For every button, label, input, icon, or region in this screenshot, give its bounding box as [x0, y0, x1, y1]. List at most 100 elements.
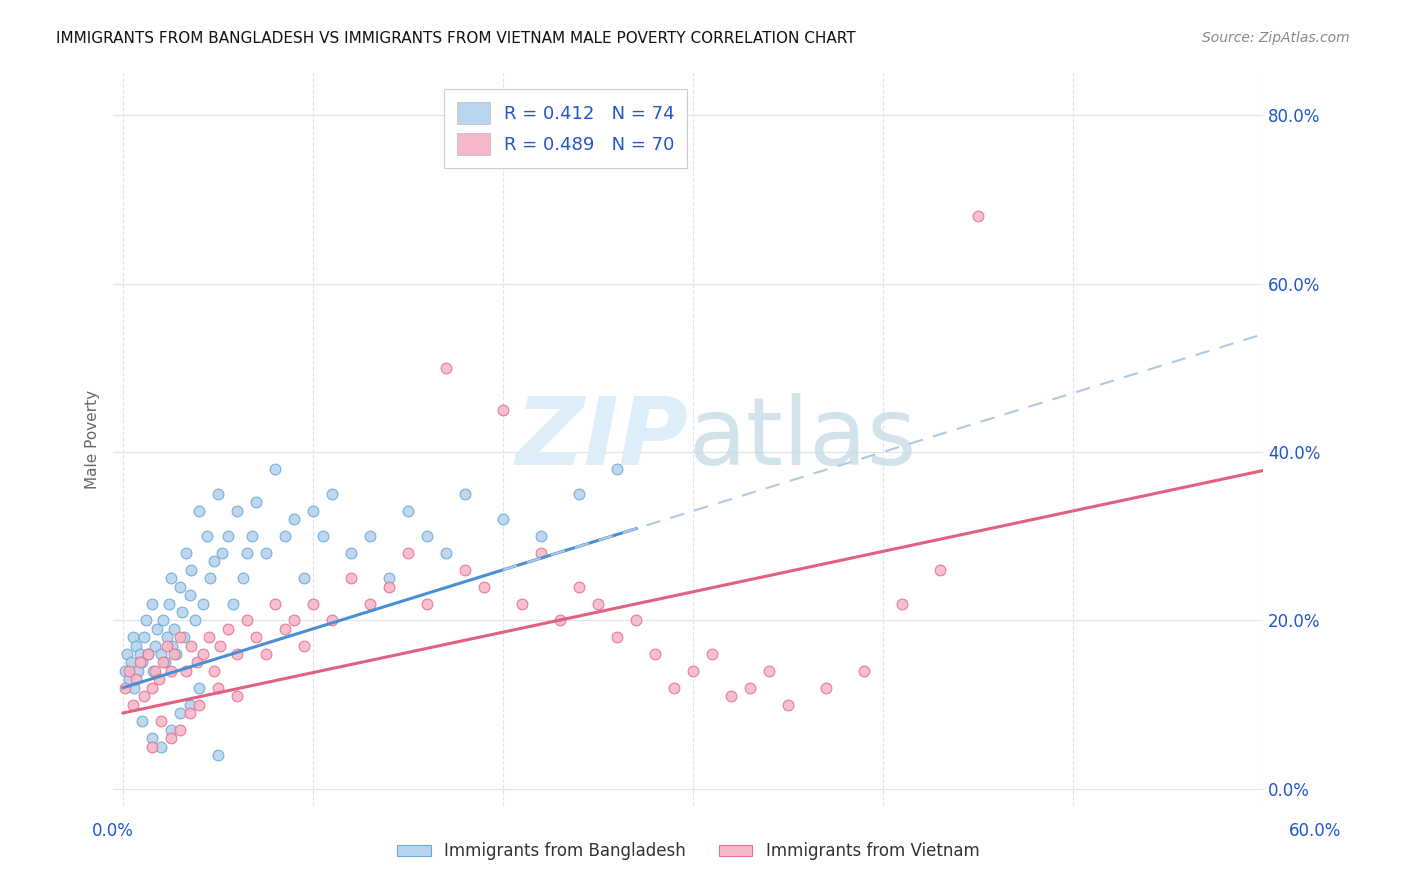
- Point: [191, 647, 214, 661]
- Point: [152, 656, 174, 670]
- Text: IMMIGRANTS FROM BANGLADESH VS IMMIGRANTS FROM VIETNAM MALE POVERTY CORRELATION C: IMMIGRANTS FROM BANGLADESH VS IMMIGRANTS…: [56, 31, 856, 46]
- Point: [127, 664, 149, 678]
- Point: [292, 639, 315, 653]
- Point: [815, 681, 838, 695]
- Point: [174, 664, 197, 678]
- Point: [311, 529, 333, 543]
- Point: [492, 402, 515, 417]
- Point: [163, 647, 186, 661]
- Point: [136, 647, 159, 661]
- Point: [143, 664, 166, 678]
- Point: [142, 664, 165, 678]
- Point: [778, 698, 800, 712]
- Point: [378, 580, 401, 594]
- Point: [492, 512, 515, 526]
- Point: [662, 681, 685, 695]
- Point: [180, 639, 202, 653]
- Point: [120, 656, 142, 670]
- Point: [159, 571, 181, 585]
- Point: [141, 597, 163, 611]
- Point: [359, 597, 381, 611]
- Point: [121, 698, 143, 712]
- Point: [606, 630, 628, 644]
- Point: [340, 571, 363, 585]
- Point: [624, 613, 647, 627]
- Point: [254, 546, 277, 560]
- Point: [396, 546, 419, 560]
- Point: [472, 580, 495, 594]
- Point: [114, 664, 136, 678]
- Point: [254, 647, 277, 661]
- Point: [162, 639, 184, 653]
- Point: [207, 681, 229, 695]
- Point: [188, 698, 211, 712]
- Point: [235, 613, 257, 627]
- Point: [136, 647, 159, 661]
- Point: [264, 597, 287, 611]
- Point: [302, 504, 325, 518]
- Point: [180, 563, 202, 577]
- Point: [217, 622, 239, 636]
- Point: [302, 597, 325, 611]
- Point: [283, 512, 305, 526]
- Point: [548, 613, 571, 627]
- Point: [143, 639, 166, 653]
- Point: [606, 462, 628, 476]
- Point: [125, 639, 148, 653]
- Point: [240, 529, 263, 543]
- Point: [156, 639, 179, 653]
- Point: [226, 689, 249, 703]
- Point: [118, 664, 141, 678]
- Point: [720, 689, 742, 703]
- Point: [929, 563, 952, 577]
- Point: [235, 546, 257, 560]
- Text: Source: ZipAtlas.com: Source: ZipAtlas.com: [1202, 31, 1350, 45]
- Point: [202, 554, 225, 568]
- Point: [188, 681, 211, 695]
- Point: [200, 571, 222, 585]
- Point: [702, 647, 724, 661]
- Point: [202, 664, 225, 678]
- Point: [195, 529, 218, 543]
- Point: [226, 647, 249, 661]
- Text: ZIP: ZIP: [516, 393, 689, 485]
- Point: [740, 681, 762, 695]
- Point: [853, 664, 876, 678]
- Point: [125, 673, 148, 687]
- Point: [179, 588, 201, 602]
- Point: [141, 681, 163, 695]
- Point: [173, 630, 195, 644]
- Point: [124, 681, 146, 695]
- Point: [174, 546, 197, 560]
- Point: [156, 630, 179, 644]
- Text: 60.0%: 60.0%: [1288, 822, 1341, 840]
- Point: [121, 630, 143, 644]
- Point: [165, 647, 187, 661]
- Point: [530, 529, 553, 543]
- Point: [129, 647, 152, 661]
- Point: [416, 597, 439, 611]
- Point: [135, 613, 157, 627]
- Point: [454, 487, 477, 501]
- Point: [510, 597, 533, 611]
- Point: [568, 487, 591, 501]
- Text: 0.0%: 0.0%: [91, 822, 134, 840]
- Point: [967, 209, 990, 223]
- Point: [170, 605, 193, 619]
- Point: [184, 613, 207, 627]
- Point: [191, 597, 214, 611]
- Point: [131, 656, 153, 670]
- Point: [586, 597, 609, 611]
- Point: [169, 723, 191, 737]
- Point: [169, 706, 191, 720]
- Point: [245, 630, 267, 644]
- Point: [186, 656, 208, 670]
- Point: [179, 698, 201, 712]
- Point: [150, 647, 173, 661]
- Point: [159, 664, 181, 678]
- Point: [264, 462, 287, 476]
- Point: [188, 504, 211, 518]
- Point: [359, 529, 381, 543]
- Point: [129, 656, 152, 670]
- Point: [273, 529, 295, 543]
